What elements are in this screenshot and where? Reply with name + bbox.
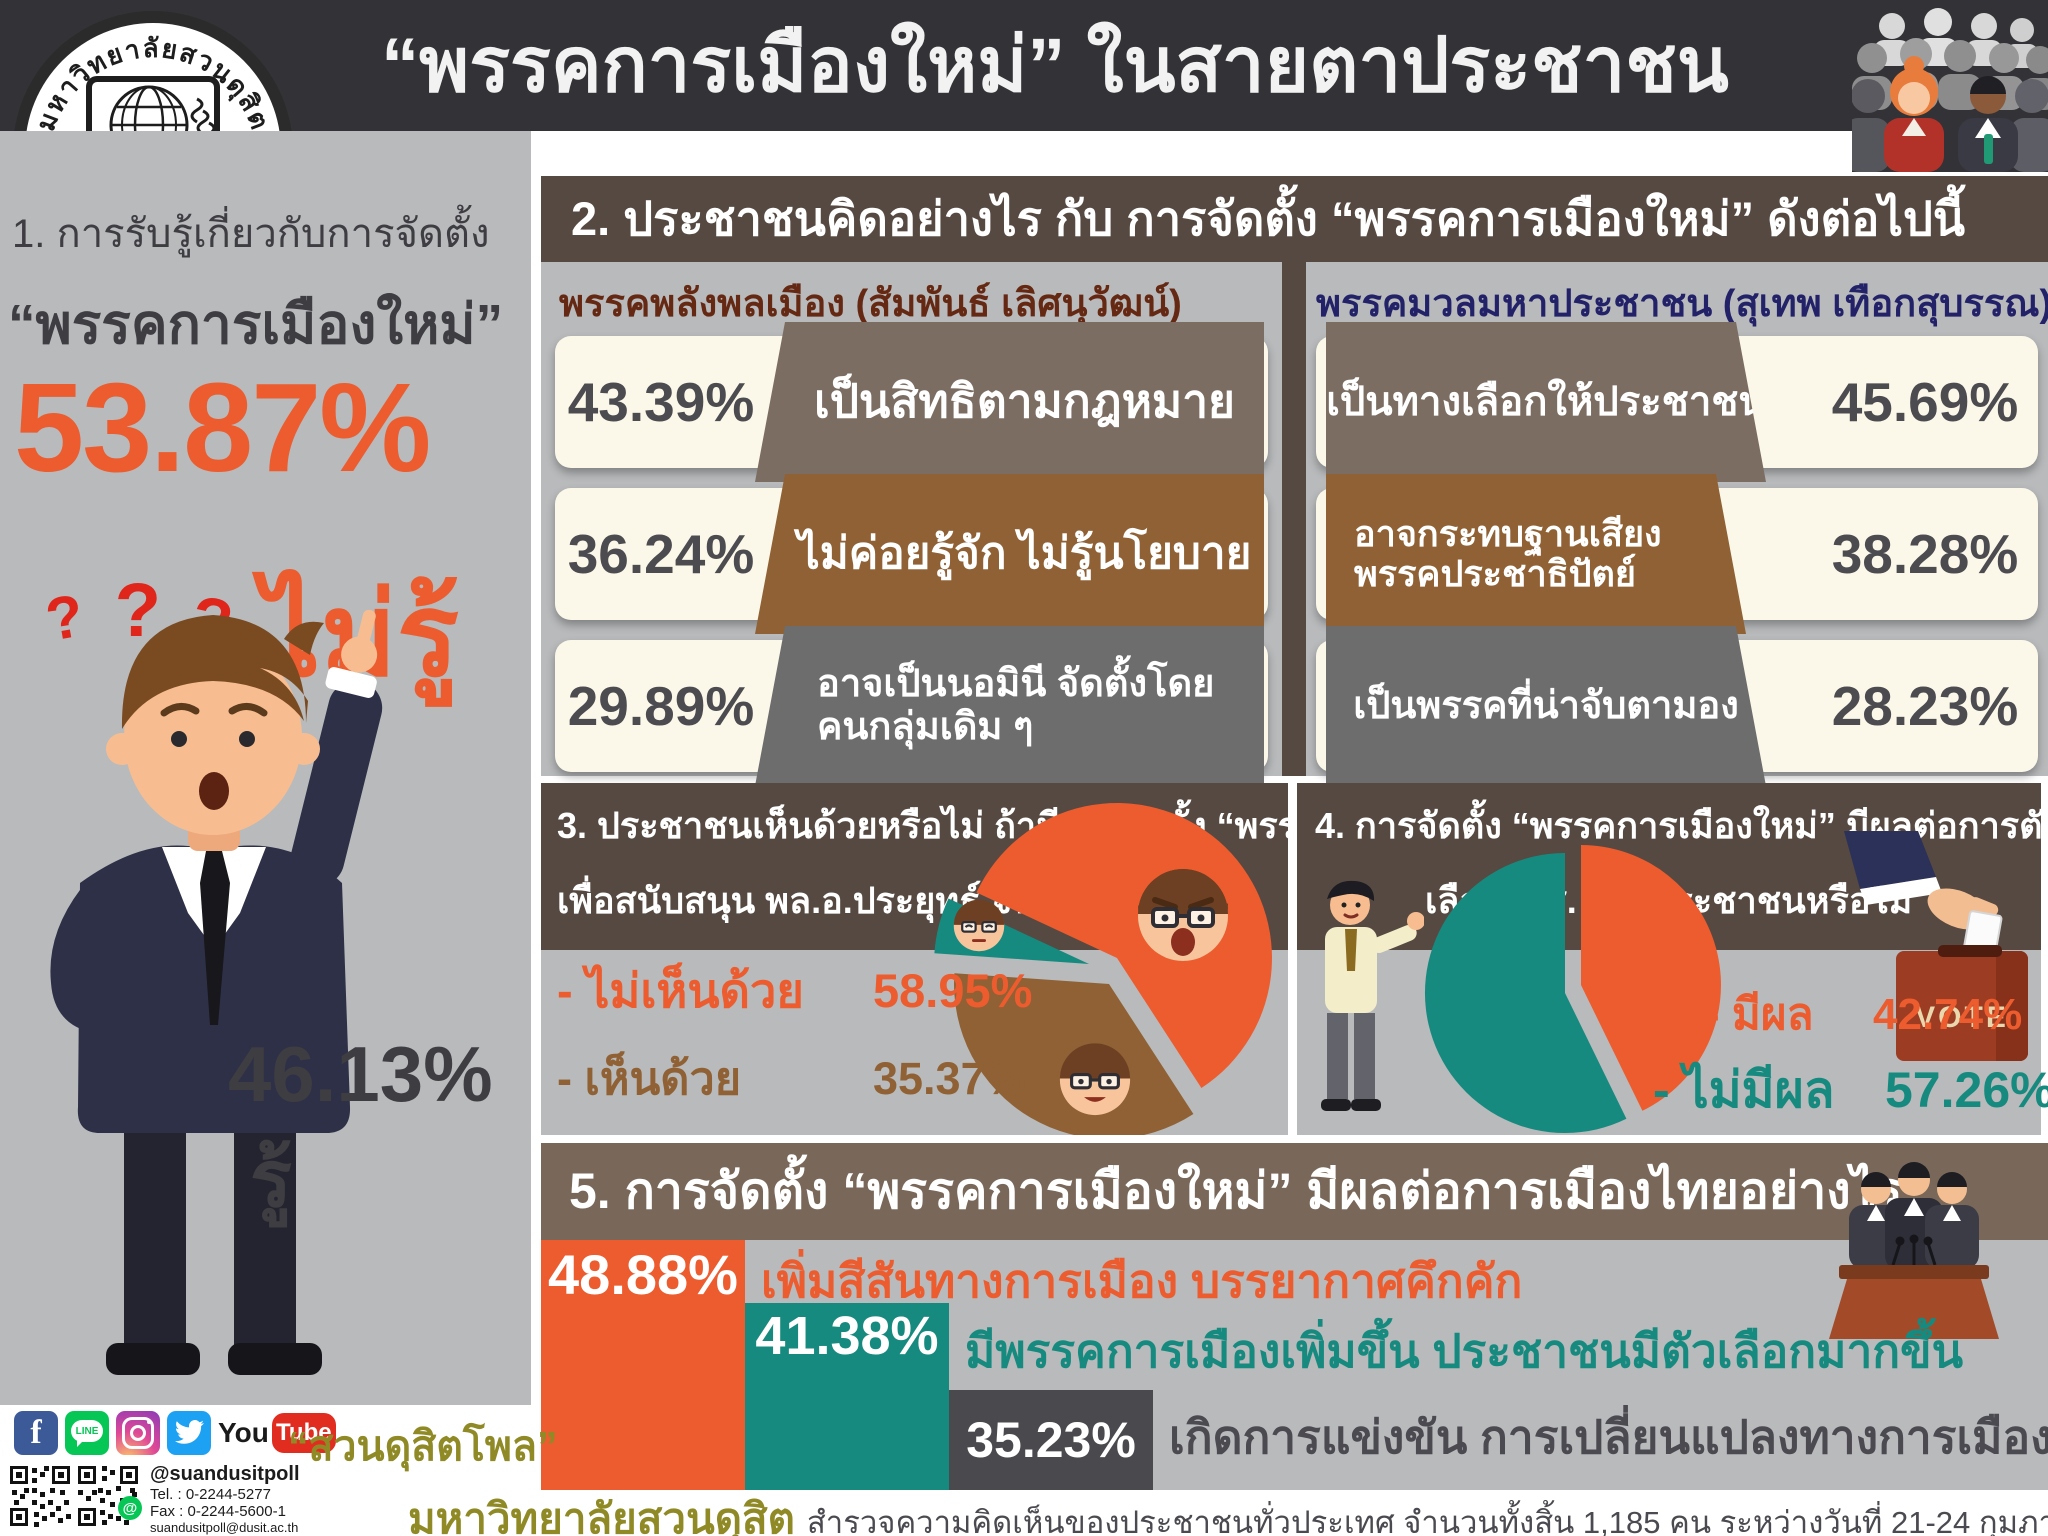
row-percent: 38.28%: [1831, 523, 2019, 585]
result-line: - มีผล 42.74%: [1705, 979, 2022, 1049]
know-percent: 46.13%: [228, 1030, 493, 1118]
row-label: ไม่ค่อยรู้จัก ไม่รู้นโยบาย: [755, 474, 1264, 634]
section4-heading-line1: 4. การจัดตั้ง “พรรคการเมืองใหม่” มีผลต่อ…: [1315, 805, 2048, 846]
column-divider: [1282, 262, 1306, 776]
opinion-row: 43.39% เป็นสิทธิตามกฎหมาย: [555, 322, 1268, 482]
facebook-letter: f: [30, 1414, 42, 1451]
bar-label: เกิดการแข่งขัน การเปลี่ยนแปลงทางการเมือง: [1169, 1411, 2048, 1463]
contact-email: suandusitpoll@dusit.ac.th: [150, 1519, 299, 1535]
line-icon[interactable]: LINE: [65, 1411, 109, 1455]
instagram-icon[interactable]: [116, 1411, 160, 1455]
row-label: อาจเป็นนอมินี จัดตั้งโดยคนกลุ่มเดิม ๆ: [755, 626, 1264, 786]
result-label: - ไม่มีผล: [1653, 1062, 1835, 1118]
row-label: เป็นสิทธิตามกฎหมาย: [755, 322, 1264, 482]
section5-heading: 5. การจัดตั้ง “พรรคการเมืองใหม่” มีผลต่อ…: [541, 1143, 2048, 1240]
confused-man-illustration: [50, 609, 383, 1375]
result-value: 58.95%: [873, 964, 1033, 1017]
qr-code-icon: [8, 1464, 72, 1528]
result-line: - เห็นด้วย 35.37%: [557, 1042, 1032, 1114]
press-conference-icon: [1829, 1162, 1999, 1339]
line-label: LINE: [75, 1425, 99, 1437]
poster-title: “พรรคการเมืองใหม่” ในสายตาประชาชน: [381, 23, 1729, 108]
bar-column: 35.23%: [949, 1390, 1153, 1490]
result-line: - ไม่มีผล 57.26%: [1653, 1051, 2048, 1130]
university-name: มหาวิทยาลัยสวนดุสิต: [408, 1495, 795, 1536]
row-percent: 45.69%: [1831, 371, 2019, 433]
vote-ballot-hand-icon: VOTE: [1844, 831, 2028, 1061]
bar-label: มีพรรคการเมืองเพิ่มขึ้น ประชาชนมีตัวเลือ…: [965, 1325, 1964, 1377]
row-percent: 43.39%: [567, 371, 755, 433]
bar-percent: 48.88%: [548, 1243, 738, 1306]
result-value: 35.37%: [873, 1053, 1026, 1104]
dont-know-percent: 53.87%: [14, 357, 431, 498]
party-left-title: พรรคพลังพลเมือง (สัมพันธ์ เลิศนุวัฒน์): [559, 283, 1182, 325]
bar-column: 41.38%: [745, 1303, 949, 1490]
row-percent: 28.23%: [1831, 675, 2019, 737]
section4-panel: 4. การจัดตั้ง “พรรคการเมืองใหม่” มีผลต่อ…: [1297, 783, 2048, 1135]
vote-box-label: VOTE: [1915, 1001, 2009, 1034]
section1-subject: “พรรคการเมืองใหม่”: [8, 293, 504, 355]
know-label: รู้: [250, 1135, 292, 1223]
result-label: - เห็นด้วย: [557, 1053, 742, 1104]
result-value: 42.74%: [1873, 990, 2023, 1039]
opinion-row: เป็นพรรคที่น่าจับตามอง 28.23%: [1316, 640, 2038, 772]
opinion-row: เป็นทางเลือกให้ประชาชน 45.69%: [1316, 336, 2038, 468]
poll-name: “สวนดุสิตโพล”: [288, 1423, 558, 1469]
section1-heading: 1. การรับรู้เกี่ยวกับการจัดตั้ง: [12, 212, 490, 256]
row-label: เป็นทางเลือกให้ประชาชน: [1326, 322, 1766, 482]
social-icons-row: f LINE You Tube: [14, 1411, 336, 1455]
opinion-row: อาจกระทบฐานเสียง พรรคประชาธิปัตย์ 38.28%: [1316, 488, 2038, 620]
fax-number: Fax : 0-2244-5600-1: [150, 1503, 286, 1521]
row-percent: 29.89%: [567, 675, 755, 737]
facebook-icon[interactable]: f: [14, 1411, 58, 1455]
result-label: - มีผล: [1705, 990, 1814, 1039]
youtube-you-label: You: [218, 1417, 269, 1448]
crowd-icon: [1844, 8, 2048, 172]
section5-panel: 5. การจัดตั้ง “พรรคการเมืองใหม่” มีผลต่อ…: [541, 1143, 2048, 1490]
bar-percent: 41.38%: [755, 1306, 939, 1366]
result-line: - ไม่เห็นด้วย 58.95%: [557, 953, 1032, 1028]
youtube-icon[interactable]: You Tube: [218, 1413, 336, 1453]
instagram-dot: [147, 1420, 151, 1424]
agreement-pie-chart: [934, 803, 1272, 1135]
section2-heading: 2. ประชาชนคิดอย่างไร กับ การจัดตั้ง “พรร…: [541, 176, 2048, 262]
line-bubble-tail: [77, 1440, 84, 1447]
party-right-title: พรรคมวลมหาประชาชน (สุเทพ เทือกสุบรรณ): [1316, 283, 2048, 325]
opinion-row: 29.89% อาจเป็นนอมินี จัดตั้งโดยคนกลุ่มเด…: [555, 626, 1268, 786]
section3-panel: 3. ประชาชนเห็นด้วยหรือไม่ ถ้ามีการจัดตั้…: [541, 783, 1541, 1190]
tel-number: Tel. : 0-2244-5277: [150, 1486, 271, 1503]
footer-note-line: มหาวิทยาลัยสวนดุสิต สำรวจความคิดเห็นของป…: [408, 1486, 2048, 1536]
crowd-banner-block: [1844, 0, 2048, 172]
contact-block: @suandusitpoll Tel. : 0-2244-5277 Fax : …: [150, 1463, 300, 1535]
result-label: - ไม่เห็นด้วย: [557, 964, 804, 1017]
instagram-frame: [122, 1417, 154, 1449]
row-label: เป็นพรรคที่น่าจับตามอง: [1326, 626, 1766, 786]
bar-percent: 35.23%: [966, 1412, 1136, 1468]
title-banner: “พรรคการเมืองใหม่” ในสายตาประชาชน: [0, 0, 2048, 131]
youtube-tube-label: Tube: [271, 1413, 336, 1453]
instagram-lens: [130, 1425, 146, 1441]
survey-note: สำรวจความคิดเห็นของประชาชนทั่วประเทศ จำน…: [806, 1505, 2048, 1536]
line-bubble: LINE: [71, 1420, 103, 1442]
row-percent: 36.24%: [567, 523, 755, 585]
opinion-row: 36.24% ไม่ค่อยรู้จัก ไม่รู้นโยบาย: [555, 474, 1268, 634]
section2-panel: 2. ประชาชนคิดอย่างไร กับ การจัดตั้ง “พรร…: [541, 176, 2048, 786]
row-label: อาจกระทบฐานเสียง พรรคประชาธิปัตย์: [1326, 474, 1746, 634]
presenter-man-icon: [1321, 880, 1424, 1111]
section1-panel: 1. การรับรู้เกี่ยวกับการจัดตั้ง “พรรคการ…: [0, 131, 531, 1405]
impact-pie-chart: [1424, 845, 1721, 1133]
bar-label: เพิ่มสีสันทางการเมือง บรรยากาศคึกคัก: [761, 1255, 1523, 1307]
social-handle: @suandusitpoll: [150, 1463, 300, 1485]
line-at-badge-icon: @: [118, 1496, 142, 1520]
twitter-icon[interactable]: [167, 1411, 211, 1455]
result-value: 57.26%: [1885, 1062, 2048, 1118]
bar-column: 48.88%: [541, 1240, 745, 1490]
twitter-bird: [175, 1420, 204, 1444]
